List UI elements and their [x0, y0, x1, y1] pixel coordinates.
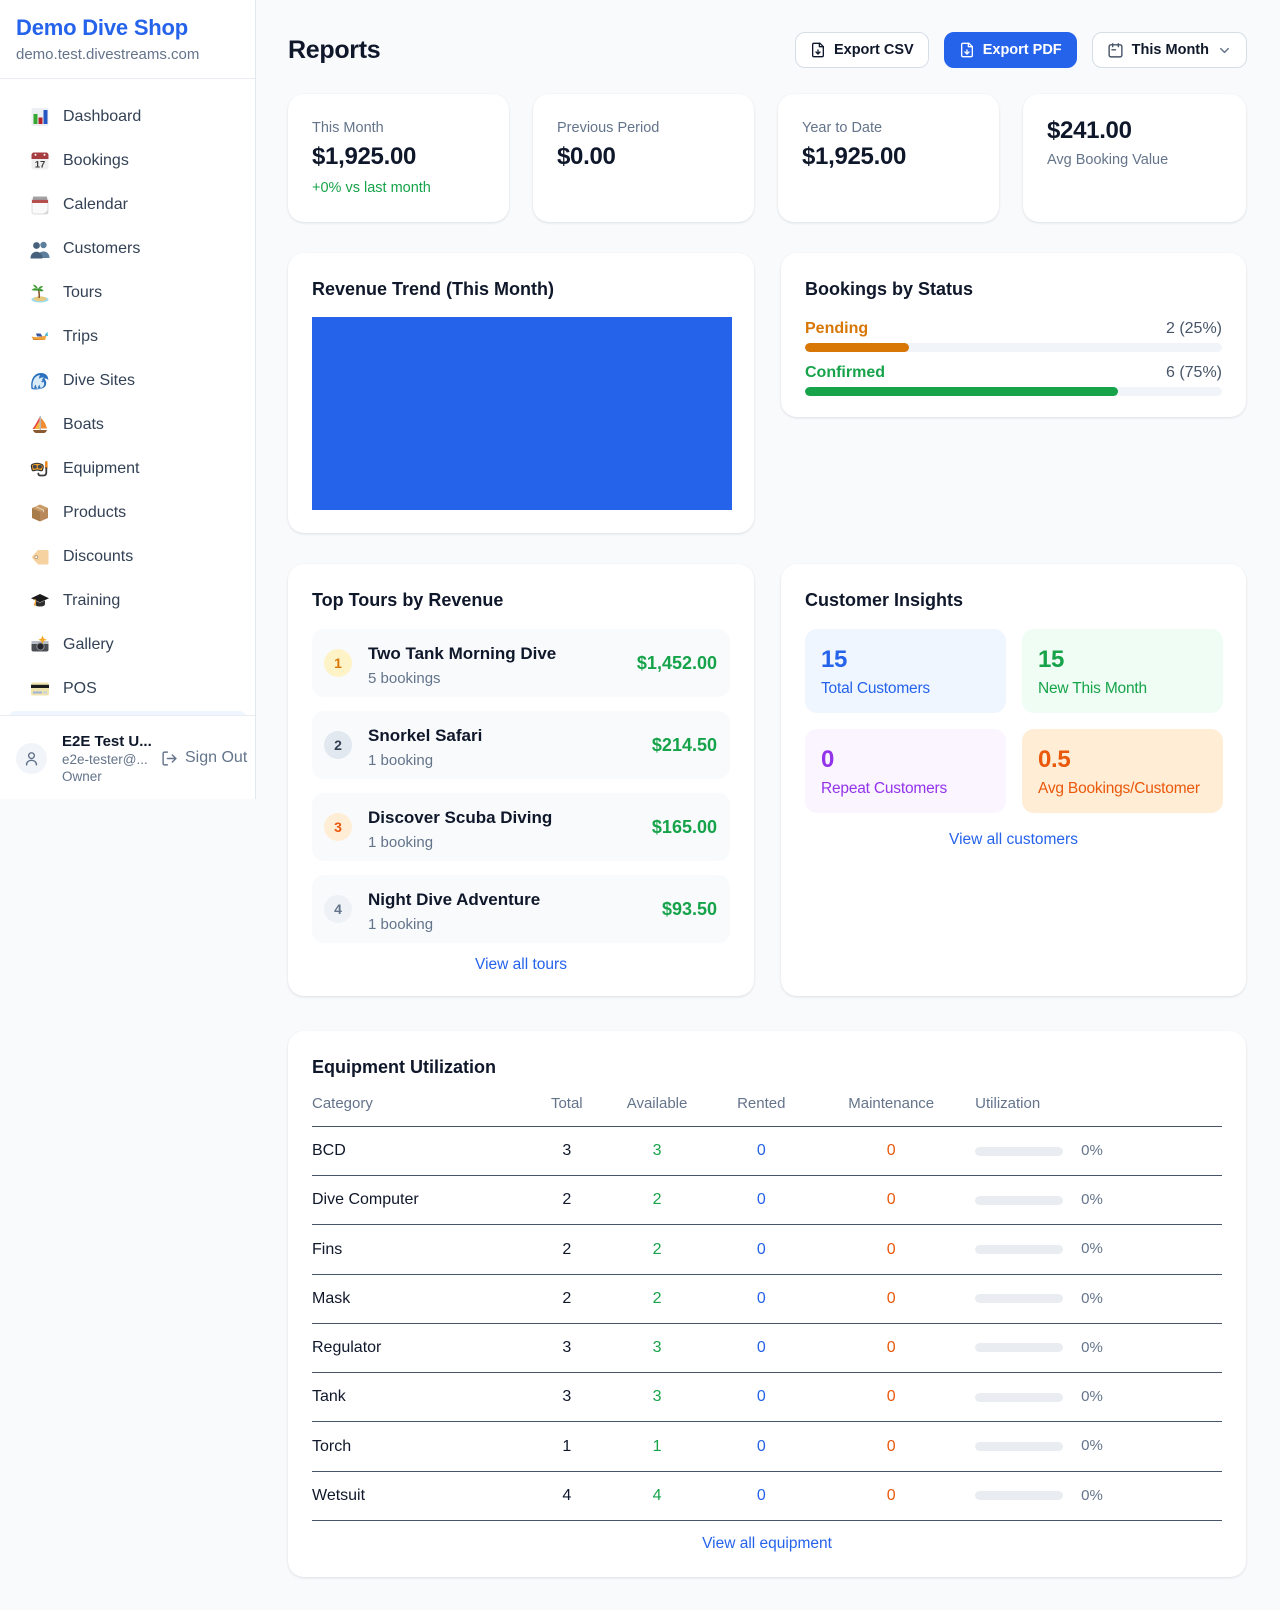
svg-text:17: 17 [35, 160, 46, 171]
